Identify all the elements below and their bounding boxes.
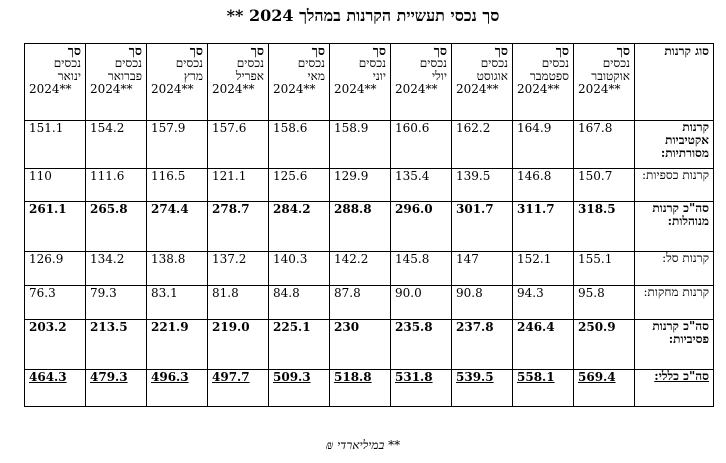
table-cell: 155.1 — [573, 251, 635, 286]
footnote: ** במיליארדי ₪ — [325, 438, 401, 452]
table-cell: 140.3 — [268, 251, 330, 286]
table-cell: 147 — [451, 251, 513, 286]
table-cell: 296.0 — [390, 201, 452, 252]
table-cell: 288.8 — [329, 201, 391, 252]
table-cell: 81.8 — [207, 285, 269, 320]
row-label: סה"כ קרנות פסיביות: — [634, 319, 714, 370]
table-cell: 274.4 — [146, 201, 208, 252]
table-cell: 531.8 — [390, 369, 452, 407]
table-cell: 318.5 — [573, 201, 635, 252]
row-label: סה"כ קרנות מנוהלות: — [634, 201, 714, 252]
month-header: סך נכסים אוגוסט 2024** — [451, 43, 513, 121]
table-cell: 138.8 — [146, 251, 208, 286]
table-cell: 167.8 — [573, 120, 635, 169]
month-header: סך נכסים פברואר 2024** — [85, 43, 147, 121]
table-row: סה"כ קרנות מנוהלות: 318.5 311.7 301.7 29… — [24, 201, 714, 252]
table-cell: 111.6 — [85, 168, 147, 202]
table-cell: 539.5 — [451, 369, 513, 407]
month-header: סך נכסים אפריל 2024** — [207, 43, 269, 121]
fund-type-header: סוג קרנות — [634, 43, 714, 121]
table-cell: 116.5 — [146, 168, 208, 202]
table-cell: 497.7 — [207, 369, 269, 407]
table-cell: 84.8 — [268, 285, 330, 320]
month-header: סך נכסים מרץ 2024** — [146, 43, 208, 121]
table-cell: 496.3 — [146, 369, 208, 407]
month-header: סך נכסים אוקטובר 2024** — [573, 43, 635, 121]
month-header: סך נכסים יוני 2024** — [329, 43, 391, 121]
table-cell: 230 — [329, 319, 391, 370]
table-cell: 464.3 — [24, 369, 86, 407]
month-header: סך נכסים יולי 2024** — [390, 43, 452, 121]
table-cell: 157.6 — [207, 120, 269, 169]
table-cell: 126.9 — [24, 251, 86, 286]
table-cell: 265.8 — [85, 201, 147, 252]
table-header-row: סוג קרנות סך נכסים אוקטובר 2024** סך נכסים ספ… — [24, 43, 714, 121]
document-title: סך נכסי תעשיית הקרנות במהלך 2024 ** — [226, 6, 500, 25]
table-cell: 83.1 — [146, 285, 208, 320]
table-cell: 284.2 — [268, 201, 330, 252]
table-cell: 518.8 — [329, 369, 391, 407]
table-cell: 235.8 — [390, 319, 452, 370]
table-cell: 79.3 — [85, 285, 147, 320]
table-cell: 213.5 — [85, 319, 147, 370]
table-row: קרנות אקטיביות מסורתיות: 167.8 164.9 162… — [24, 120, 714, 169]
table-cell: 139.5 — [451, 168, 513, 202]
table-cell: 150.7 — [573, 168, 635, 202]
table-cell: 157.9 — [146, 120, 208, 169]
month-header: סך נכסים ינואר 2024** — [24, 43, 86, 121]
table-cell: 160.6 — [390, 120, 452, 169]
table-cell: 145.8 — [390, 251, 452, 286]
table-cell: 311.7 — [512, 201, 574, 252]
table-cell: 301.7 — [451, 201, 513, 252]
table-cell: 95.8 — [573, 285, 635, 320]
table-cell: 146.8 — [512, 168, 574, 202]
table-cell: 246.4 — [512, 319, 574, 370]
table-cell: 87.8 — [329, 285, 391, 320]
table-cell: 278.7 — [207, 201, 269, 252]
table-cell: 151.1 — [24, 120, 86, 169]
table-cell: 135.4 — [390, 168, 452, 202]
table-cell: 94.3 — [512, 285, 574, 320]
table-cell: 509.3 — [268, 369, 330, 407]
table-cell: 154.2 — [85, 120, 147, 169]
table-cell: 261.1 — [24, 201, 86, 252]
table-row: קרנות סל: 155.1 152.1 147 145.8 142.2 14… — [24, 251, 714, 286]
table-row: סה"כ קרנות פסיביות: 250.9 246.4 237.8 23… — [24, 319, 714, 370]
month-header: סך נכסים מאי 2024** — [268, 43, 330, 121]
table-cell: 90.0 — [390, 285, 452, 320]
row-label: קרנות אקטיביות מסורתיות: — [634, 120, 714, 169]
fund-assets-table: סוג קרנות סך נכסים אוקטובר 2024** סך נכסים ספ… — [24, 43, 714, 407]
table-cell: 225.1 — [268, 319, 330, 370]
table-cell: 164.9 — [512, 120, 574, 169]
table-cell: 142.2 — [329, 251, 391, 286]
table-row: קרנות כספיות: 150.7 146.8 139.5 135.4 12… — [24, 168, 714, 202]
table-cell: 134.2 — [85, 251, 147, 286]
row-label: קרנות כספיות: — [634, 168, 714, 202]
table-cell: 121.1 — [207, 168, 269, 202]
row-label: קרנות מחקות: — [634, 285, 714, 320]
table-cell: 558.1 — [512, 369, 574, 407]
table-cell: 250.9 — [573, 319, 635, 370]
table-cell: 479.3 — [85, 369, 147, 407]
row-label: סה"כ כללי: — [634, 369, 714, 407]
table-cell: 158.9 — [329, 120, 391, 169]
table-row: סה"כ כללי: 569.4 558.1 539.5 531.8 518.8… — [24, 369, 714, 407]
table-cell: 203.2 — [24, 319, 86, 370]
row-label: קרנות סל: — [634, 251, 714, 286]
table-cell: 110 — [24, 168, 86, 202]
table-cell: 162.2 — [451, 120, 513, 169]
table-cell: 219.0 — [207, 319, 269, 370]
table-cell: 221.9 — [146, 319, 208, 370]
table-cell: 158.6 — [268, 120, 330, 169]
table-cell: 137.2 — [207, 251, 269, 286]
table-cell: 237.8 — [451, 319, 513, 370]
table-cell: 125.6 — [268, 168, 330, 202]
table-cell: 569.4 — [573, 369, 635, 407]
table-cell: 152.1 — [512, 251, 574, 286]
table-cell: 76.3 — [24, 285, 86, 320]
table-row: קרנות מחקות: 95.8 94.3 90.8 90.0 87.8 84… — [24, 285, 714, 320]
month-header: סך נכסים ספטמבר 2024** — [512, 43, 574, 121]
table-cell: 129.9 — [329, 168, 391, 202]
table-cell: 90.8 — [451, 285, 513, 320]
